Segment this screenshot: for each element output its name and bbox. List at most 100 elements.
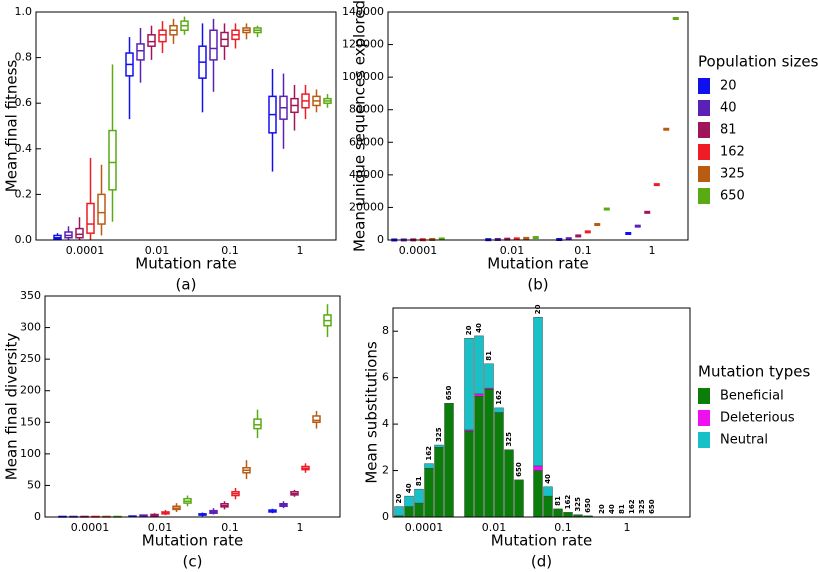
bar-label: 325 (505, 432, 513, 447)
y-axis-label: Mean unique sequences explored (351, 0, 369, 252)
bar-label: 40 (544, 474, 552, 484)
bar-label: 20 (395, 494, 403, 504)
bar-segment (494, 407, 504, 413)
y-tick-label: 6 (382, 371, 389, 384)
bar-segment (533, 465, 543, 471)
box (108, 129, 117, 191)
bar-segment (474, 396, 484, 518)
bar-label: 162 (564, 495, 572, 510)
point (513, 237, 520, 241)
bar-label: 650 (445, 385, 453, 400)
legend-swatch (698, 410, 710, 426)
point (672, 17, 679, 21)
bar-segment (434, 444, 444, 448)
legend-swatch (698, 188, 710, 204)
y-tick-label: 8 (382, 324, 389, 337)
bar-segment (424, 463, 434, 469)
y-tick-label: 4 (382, 417, 389, 430)
legend-label: 162 (720, 145, 745, 160)
bar-segment (484, 363, 494, 389)
y-tick-label: 0.0 (15, 233, 33, 246)
bar-label: 40 (405, 483, 413, 493)
y-tick-label: 80000 (349, 103, 384, 116)
box (86, 202, 95, 234)
y-tick-label: 2 (382, 464, 389, 477)
bar-segment (434, 447, 444, 518)
legend-label: 650 (720, 189, 745, 204)
point (663, 127, 670, 131)
y-tick-label: 150 (20, 415, 41, 428)
bar-segment (464, 430, 474, 518)
point (644, 210, 651, 214)
bar-label: 20 (534, 304, 542, 314)
x-axis-label: Mutation rate (135, 255, 237, 273)
axes-frame (35, 11, 337, 241)
legend-label: 40 (720, 101, 737, 116)
bar-label: 81 (618, 504, 626, 514)
box (312, 415, 321, 424)
bar-segment (484, 389, 494, 518)
bar-segment (404, 495, 414, 507)
bar-segment (563, 512, 573, 518)
bar-label: 325 (435, 427, 443, 442)
y-tick-label: 1.0 (15, 5, 33, 18)
panel-label: (c) (183, 553, 203, 571)
x-tick-label: 0.1 (574, 244, 592, 257)
legend-label: Deleterious (720, 411, 795, 426)
point (634, 224, 641, 228)
y-tick-label: 100000 (342, 70, 384, 83)
x-tick-label: 0.01 (500, 244, 525, 257)
box (147, 34, 156, 47)
y-tick-label: 40000 (349, 168, 384, 181)
point (584, 230, 591, 234)
y-tick-label: 0 (34, 510, 41, 523)
bar-label: 81 (485, 351, 493, 361)
x-tick-label: 1 (297, 521, 304, 534)
box (75, 227, 84, 239)
panel-label: (a) (176, 276, 197, 294)
x-tick-label: 0.01 (148, 521, 173, 534)
bar-segment (404, 506, 414, 518)
y-axis-label: Mean final diversity (3, 333, 21, 481)
x-axis-label: Mutation rate (142, 532, 244, 550)
y-tick-label: 300 (20, 321, 41, 334)
y-tick-label: 100 (20, 447, 41, 460)
legend-swatch (698, 432, 710, 448)
axes-frame (392, 307, 691, 518)
y-axis-label: Mean substitutions (363, 341, 381, 483)
y-tick-label: 200 (20, 384, 41, 397)
bar-label: 325 (638, 499, 646, 514)
x-axis-label: Mutation rate (487, 255, 589, 273)
box (97, 193, 106, 225)
bar-label: 81 (554, 496, 562, 506)
bar-segment (474, 393, 484, 397)
bar-segment (533, 317, 543, 467)
legend-label: Neutral (720, 433, 768, 448)
x-tick-label: 0.0001 (71, 521, 110, 534)
bar-segment (533, 470, 543, 518)
panel-label: (d) (531, 553, 552, 571)
bar-label: 162 (628, 499, 636, 514)
bar-segment (543, 495, 553, 518)
bar-segment (444, 403, 454, 518)
bar-label: 20 (598, 504, 606, 514)
legend-swatch (698, 166, 710, 182)
y-tick-label: 120000 (342, 38, 384, 51)
legend-swatch (698, 122, 710, 138)
point (438, 237, 445, 241)
bar-segment (464, 337, 474, 431)
y-tick-label: 140000 (342, 5, 384, 18)
legend-swatch (698, 100, 710, 116)
point (504, 237, 511, 241)
legend-label: Beneficial (720, 389, 784, 404)
bar-label: 20 (465, 325, 473, 335)
point (594, 223, 601, 227)
point (523, 236, 530, 240)
bar-label: 650 (648, 499, 656, 514)
panel-label: (b) (527, 276, 548, 294)
box (253, 418, 262, 430)
x-tick-label: 0.1 (554, 521, 572, 534)
bar-label: 81 (415, 476, 423, 486)
x-tick-label: 0.0001 (405, 521, 444, 534)
